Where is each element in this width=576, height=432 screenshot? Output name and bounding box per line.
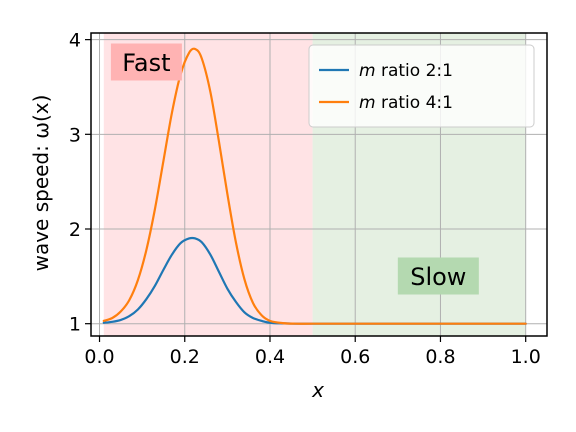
x-tick-label: 0.2 (170, 346, 200, 368)
y-axis-label: wave speed: ω(x) (29, 95, 53, 272)
region-label-box-1 (397, 257, 479, 295)
legend-box (308, 44, 535, 128)
y-tick-label: 3 (69, 124, 81, 146)
region-label-box-0 (110, 43, 182, 81)
y-tick-label: 1 (69, 314, 81, 336)
x-tick-label: 0.4 (255, 346, 285, 368)
region-label-0: Fast (122, 49, 170, 77)
series-lines (102, 47, 527, 325)
plot-frame (90, 32, 548, 337)
legend: m ratio 2:1 m ratio 4:1 (308, 44, 535, 128)
ticks: 0.0 0.2 0.4 0.6 0.8 1.0 1 2 3 4 (69, 30, 541, 368)
x-tick-label: 0.8 (425, 346, 455, 368)
region-labels: Fast Slow (110, 43, 479, 295)
y-tick-label: 2 (69, 219, 81, 241)
y-tick-label: 4 (69, 30, 81, 52)
region-label-1: Slow (410, 263, 466, 291)
x-axis-label: x (311, 378, 324, 402)
x-tick-label: 0.6 (340, 346, 370, 368)
series-line-1 (102, 47, 527, 325)
legend-entry-0: m ratio 2:1 (359, 61, 453, 81)
x-tick-label: 1.0 (511, 346, 541, 368)
legend-entry-1: m ratio 4:1 (359, 93, 453, 113)
x-tick-label: 0.0 (84, 346, 114, 368)
